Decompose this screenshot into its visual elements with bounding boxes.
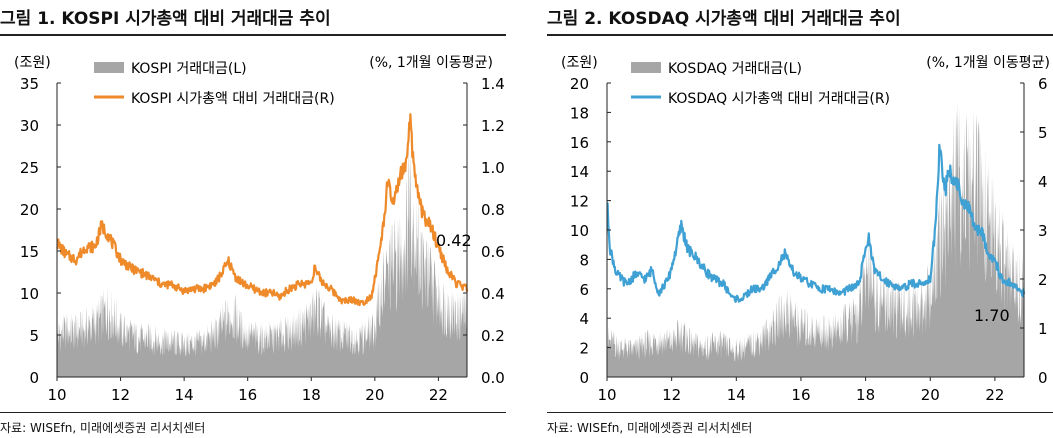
x-tick-label: 14 (727, 386, 746, 404)
left-tick-label: 0 (579, 369, 589, 387)
right-tick-label: 2 (1038, 271, 1048, 289)
x-tick-label: 12 (111, 386, 130, 404)
legend-label-ratio: KOSPI 시가총액 대비 거래대금(R) (131, 91, 335, 107)
right-tick-label: 4 (1038, 173, 1048, 191)
right-tick-label: 0.2 (481, 327, 505, 345)
left-tick-label: 25 (20, 159, 39, 177)
volume-area (57, 147, 467, 377)
left-axis-unit: (조원) (14, 55, 51, 71)
x-tick-label: 18 (856, 386, 875, 404)
right-tick-label: 0.6 (481, 243, 505, 261)
right-axis-unit: (%, 1개월 이동평균) (369, 55, 493, 71)
left-tick-label: 35 (20, 75, 39, 93)
left-tick-label: 12 (570, 193, 589, 211)
right-tick-label: 0.8 (481, 201, 505, 219)
kospi-chart-panel: 그림 1. KOSPI 시가총액 대비 거래대금 추이 0 5 10 15 20 25 30… (0, 0, 520, 438)
x-tick-label: 10 (597, 386, 616, 404)
x-tick-label: 20 (921, 386, 940, 404)
left-tick-label: 0 (29, 369, 39, 387)
left-axis-unit: (조원) (561, 55, 598, 71)
latest-value-label: 1.70 (974, 306, 1010, 325)
left-tick-label: 4 (579, 310, 589, 328)
legend-swatch-volume (631, 62, 661, 73)
right-tick-label: 0 (1038, 369, 1048, 387)
left-tick-label: 30 (20, 117, 39, 135)
right-tick-label: 1.0 (481, 159, 505, 177)
left-tick-label: 20 (20, 201, 39, 219)
kosdaq-chart-title: 그림 2. KOSDAQ 시가총액 대비 거래대금 추이 (547, 9, 901, 29)
legend-swatch-volume (94, 62, 124, 73)
left-tick-label: 15 (20, 243, 39, 261)
left-tick-label: 10 (20, 285, 39, 303)
source-divider (547, 412, 1053, 413)
title-divider (547, 34, 1053, 36)
right-tick-label: 0.4 (481, 285, 505, 303)
left-tick-label: 6 (579, 281, 589, 299)
right-tick-label: 0.0 (481, 369, 505, 387)
x-tick-label: 14 (175, 386, 194, 404)
left-tick-label: 16 (570, 134, 589, 152)
kospi-chart: 0 5 10 15 20 25 30 35 0.0 0.2 0.4 0.6 0.8 1.0 1.2 1.4 10… (14, 55, 505, 404)
legend-label-volume: KOSPI 거래대금(L) (131, 61, 247, 77)
left-tick-label: 2 (579, 340, 589, 358)
left-tick-label: 18 (570, 104, 589, 122)
x-tick-label: 22 (429, 386, 448, 404)
title-divider (0, 34, 506, 36)
kospi-source-note: 자료: WISEfn, 미래에셋증권 리서치센터 (0, 421, 206, 435)
right-tick-label: 1.4 (481, 75, 505, 93)
left-tick-label: 20 (570, 75, 589, 93)
x-tick-label: 22 (985, 386, 1004, 404)
right-axis-unit: (%, 1개월 이동평균) (926, 55, 1050, 71)
x-tick-label: 20 (365, 386, 384, 404)
legend-label-ratio: KOSDAQ 시가총액 대비 거래대금(R) (668, 91, 890, 107)
kospi-chart-title: 그림 1. KOSPI 시가총액 대비 거래대금 추이 (0, 9, 331, 29)
left-tick-label: 14 (570, 163, 589, 181)
right-tick-label: 1 (1038, 320, 1048, 338)
right-tick-label: 6 (1038, 75, 1048, 93)
right-tick-label: 3 (1038, 222, 1048, 240)
x-tick-label: 10 (47, 386, 66, 404)
right-tick-label: 5 (1038, 124, 1048, 142)
volume-area (607, 100, 1024, 377)
x-tick-label: 16 (238, 386, 257, 404)
ratio-line (56, 113, 469, 307)
left-tick-label: 10 (570, 222, 589, 240)
x-tick-label: 12 (662, 386, 681, 404)
legend-label-volume: KOSDAQ 거래대금(L) (668, 61, 802, 77)
latest-value-label: 0.42 (436, 231, 472, 250)
left-tick-label: 5 (29, 327, 39, 345)
x-tick-label: 16 (791, 386, 810, 404)
x-tick-label: 18 (302, 386, 321, 404)
source-divider (0, 412, 506, 413)
right-tick-label: 1.2 (481, 117, 505, 135)
ratio-line (606, 143, 1026, 303)
kosdaq-chart-panel: 그림 2. KOSDAQ 시가총액 대비 거래대금 추이 0 2 4 6 8 10 12 14… (547, 0, 1053, 438)
kosdaq-source-note: 자료: WISEfn, 미래에셋증권 리서치센터 (547, 421, 753, 435)
left-tick-label: 8 (579, 251, 589, 269)
